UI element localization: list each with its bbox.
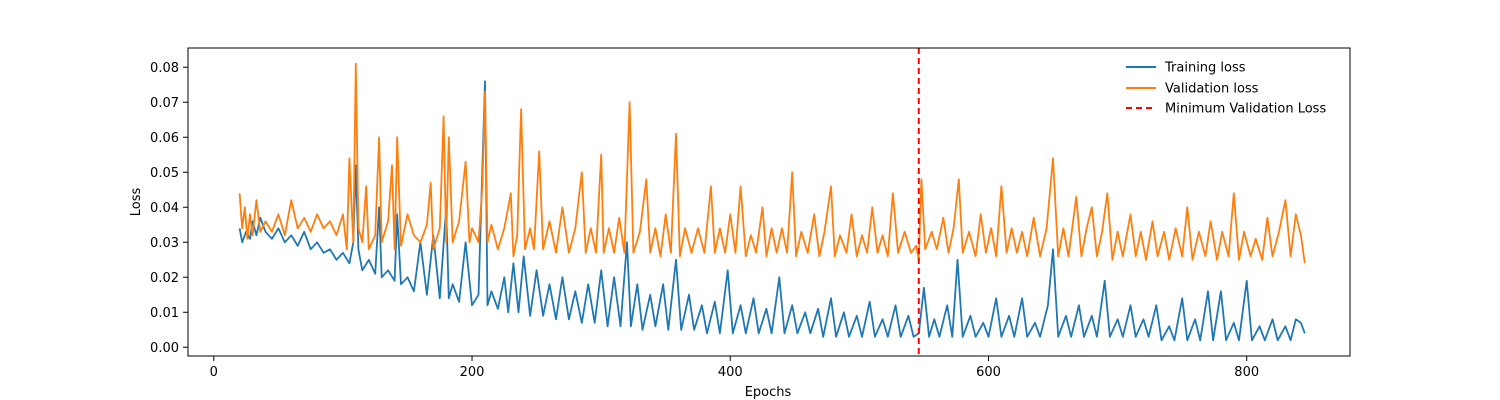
y-tick-label: 0.08	[150, 61, 179, 76]
y-tick-label: 0.06	[150, 131, 179, 146]
x-axis: 0 200 400 600 800	[210, 356, 1259, 380]
y-tick-label: 0.02	[150, 271, 179, 286]
x-tick-label: 0	[210, 365, 218, 380]
x-tick-label: 600	[976, 365, 1001, 380]
series-layer	[238, 62, 1306, 342]
y-tick-label: 0.05	[150, 166, 179, 181]
y-tick-label: 0.00	[150, 341, 179, 356]
y-tick-label: 0.04	[150, 201, 179, 216]
series-line-training	[238, 80, 1306, 342]
y-axis-label: Loss	[129, 188, 144, 217]
x-tick-label: 800	[1234, 365, 1259, 380]
x-axis-label: Epochs	[745, 385, 792, 400]
y-tick-label: 0.01	[150, 306, 179, 321]
plot-frame	[187, 47, 1351, 357]
legend-label-training: Training loss	[1164, 61, 1246, 76]
y-axis: 0.00 0.01 0.02 0.03 0.04 0.05 0.06 0.07 0.08	[150, 61, 188, 356]
y-tick-label: 0.07	[150, 96, 179, 111]
series-line-validation	[238, 62, 1306, 264]
x-tick-label: 200	[460, 365, 485, 380]
legend-label-validation: Validation loss	[1165, 82, 1259, 97]
y-tick-label: 0.03	[150, 236, 179, 251]
plot-area	[187, 47, 1351, 357]
x-tick-label: 400	[718, 365, 743, 380]
legend-label-min-val: Minimum Validation Loss	[1165, 102, 1326, 117]
legend: Training loss Validation loss Minimum Va…	[1126, 61, 1326, 117]
